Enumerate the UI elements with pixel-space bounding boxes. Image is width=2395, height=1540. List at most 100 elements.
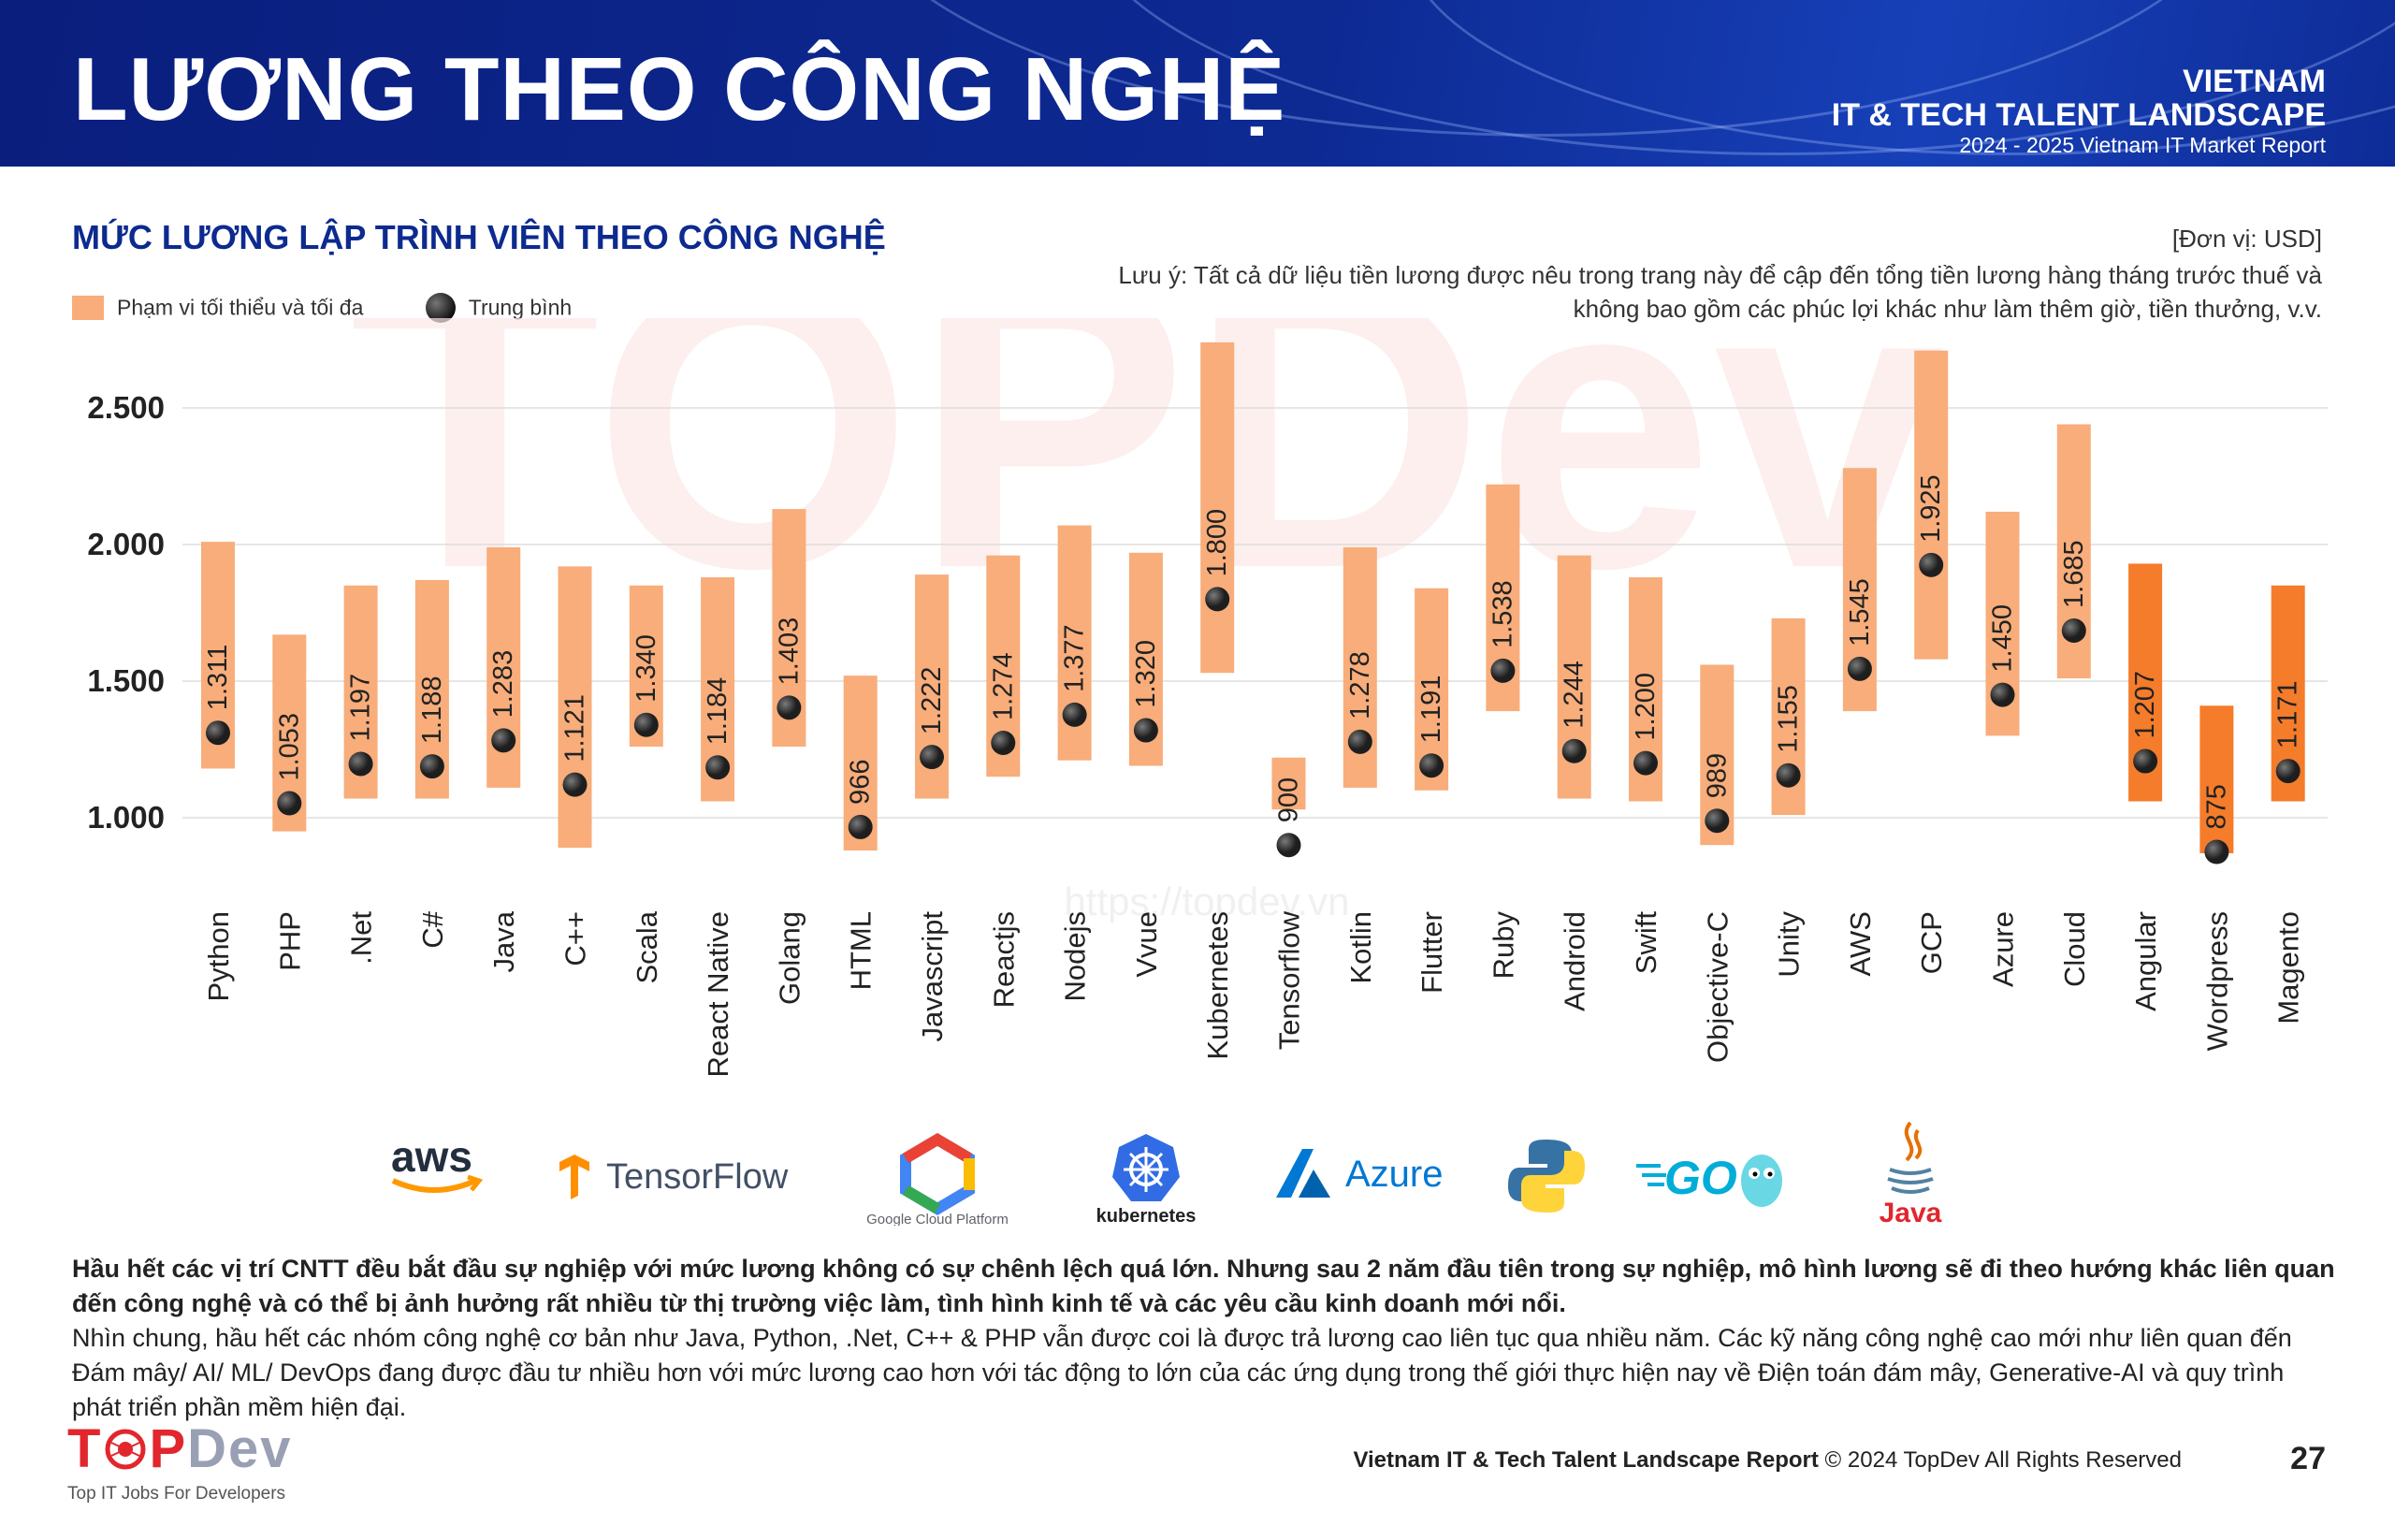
avg-dot (348, 751, 373, 777)
avg-dot (777, 695, 802, 720)
avg-value-label: 1.155 (1774, 685, 1804, 753)
category-label: GCP (1915, 911, 1948, 974)
python-icon-yellow (1521, 1151, 1585, 1213)
gcp-hexagon-bottom (902, 1184, 941, 1214)
avg-dot (1490, 658, 1516, 683)
avg-dot (2204, 839, 2229, 864)
azure-logo: Azure (1270, 1141, 1458, 1212)
avg-value-label: 1.171 (2273, 680, 2303, 748)
go-speed-lines (1636, 1164, 1666, 1186)
avg-dot (2061, 617, 2086, 643)
summary-text: Hầu hết các vị trí CNTT đều bắt đầu sự n… (72, 1252, 2336, 1425)
avg-dot (920, 745, 944, 770)
avg-value-label: 1.538 (1488, 580, 1517, 648)
avg-dot (206, 720, 230, 746)
topdev-dev: Dev (187, 1418, 293, 1479)
category-label: Cloud (2058, 911, 2091, 987)
url-watermark: https://topdev.vn (1064, 879, 1349, 923)
kubernetes-logo: kubernetes (1085, 1130, 1207, 1228)
topdev-t: T (67, 1418, 103, 1479)
avg-value-label: 989 (1702, 753, 1732, 798)
topdev-logo: T PDev Top IT Jobs For Developers (67, 1422, 293, 1504)
avg-value-label: 1.197 (346, 674, 376, 742)
azure-icon (1276, 1149, 1314, 1198)
brand-line-3: 2024 - 2025 Vietnam IT Market Report (1959, 133, 2326, 157)
avg-value-label: 1.053 (274, 713, 304, 781)
gcp-hexagon-top (902, 1133, 973, 1164)
avg-dot (277, 791, 302, 816)
avg-value-label: 1.184 (703, 677, 733, 746)
range-bar (558, 566, 592, 849)
page-number: 27 (2290, 1441, 2326, 1476)
category-label: Unity (1773, 911, 1806, 978)
page-title: LƯƠNG THEO CÔNG NGHỆ (73, 39, 1286, 139)
avg-value-label: 1.191 (1416, 676, 1446, 744)
brand-block: VIETNAM IT & TECH TALENT LANDSCAPE 2024 … (1832, 65, 2326, 156)
y-tick-label: 1.500 (87, 663, 165, 698)
category-label: Wordpress (2200, 911, 2233, 1051)
avg-dot (848, 814, 873, 839)
avg-dot (419, 754, 444, 779)
brand-line-2: IT & TECH TALENT LANDSCAPE (1831, 97, 2326, 133)
avg-value-label: 1.685 (2059, 540, 2089, 608)
range-bar (1200, 341, 1235, 674)
avg-dot (1990, 682, 2015, 707)
avg-value-label: 966 (846, 760, 876, 805)
avg-value-label: 1.403 (774, 617, 804, 686)
avg-dot (1776, 763, 1801, 788)
category-label: Golang (773, 911, 806, 1005)
avg-dot (991, 730, 1016, 755)
gopher-icon (1741, 1155, 1782, 1207)
chart-title: MỨC LƯƠNG LẬP TRÌNH VIÊN THEO CÔNG NGHỆ (72, 218, 886, 256)
avg-dot (1419, 753, 1444, 778)
java-logo: Java (1869, 1117, 1953, 1234)
category-label: Python (202, 911, 235, 1002)
category-label: PHP (273, 911, 306, 971)
tensorflow-icon (559, 1155, 589, 1199)
unit-label: [Đơn vị: USD] (2171, 225, 2322, 253)
category-label: Nodejs (1059, 911, 1092, 1002)
category-label: Reactjs (987, 911, 1020, 1008)
range-bar (1271, 757, 1306, 810)
avg-dot (1847, 656, 1872, 681)
avg-value-label: 1.377 (1060, 624, 1090, 692)
avg-value-label: 1.121 (560, 694, 590, 763)
avg-value-label: 1.188 (417, 676, 447, 745)
category-label: Kubernetes (1201, 911, 1234, 1060)
java-text: Java (1880, 1198, 1942, 1228)
legend-avg-label: Trung bình (468, 295, 573, 320)
aws-logo: aws (385, 1132, 488, 1202)
avg-dot (1633, 750, 1658, 776)
category-label: Android (1559, 911, 1591, 1011)
category-label: React Native (702, 911, 734, 1077)
legend-avg-dot (425, 293, 456, 323)
avg-value-label: 1.340 (631, 634, 661, 703)
topdev-tagline: Top IT Jobs For Developers (67, 1484, 286, 1504)
summary-normal: Nhìn chung, hầu hết các nhóm công nghệ c… (72, 1324, 2292, 1421)
python-logo (1504, 1134, 1589, 1223)
category-label: Tensorflow (1273, 910, 1306, 1050)
azure-icon-part (1299, 1170, 1330, 1198)
footer-report-name: Vietnam IT & Tech Talent Landscape Repor… (1353, 1447, 1819, 1473)
avg-dot (1705, 808, 1730, 834)
category-label: Vvue (1130, 911, 1163, 978)
avg-dot (1347, 729, 1372, 754)
kubernetes-spokes (1124, 1147, 1168, 1192)
category-label: Swift (1630, 911, 1662, 975)
category-label: AWS (1844, 911, 1877, 976)
topdev-globe-icon (105, 1429, 146, 1470)
category-label: HTML (845, 911, 878, 990)
avg-value-label: 1.244 (1560, 661, 1589, 729)
brand-line-1: VIETNAM (2183, 64, 2326, 99)
category-label: Javascript (916, 911, 949, 1042)
gcp-logo: Google Cloud Platform (853, 1132, 1022, 1230)
avg-dot (1062, 702, 1087, 727)
category-label: Ruby (1487, 911, 1519, 980)
chart-note: Lưu ý: Tất cả dữ liệu tiền lương được nê… (1118, 261, 2322, 323)
avg-dot (2275, 759, 2301, 784)
avg-value-label: 1.222 (917, 667, 947, 735)
avg-dot (491, 728, 516, 753)
go-text: GO (1664, 1152, 1737, 1204)
category-label: C++ (559, 911, 592, 966)
summary-bold: Hầu hết các vị trí CNTT đều bắt đầu sự n… (72, 1255, 2335, 1317)
